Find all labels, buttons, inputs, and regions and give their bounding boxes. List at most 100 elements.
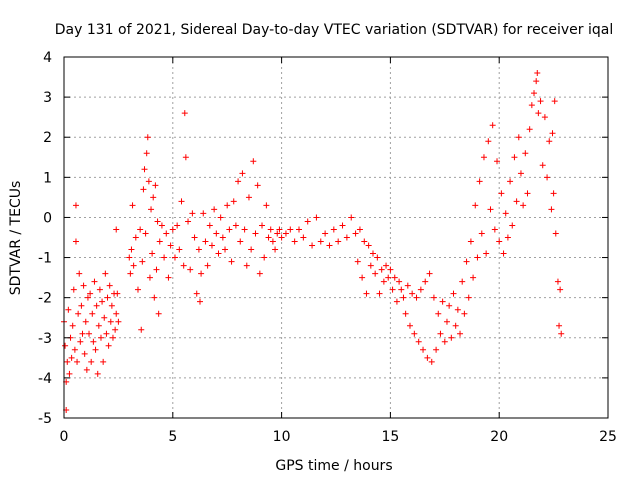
data-points <box>61 70 565 413</box>
data-point <box>248 246 255 253</box>
data-point <box>504 234 511 241</box>
data-point <box>291 238 298 245</box>
data-point <box>517 170 524 177</box>
data-point <box>237 238 244 245</box>
data-point <box>378 266 385 273</box>
data-point <box>515 134 522 141</box>
data-point <box>535 110 542 117</box>
data-point <box>81 350 88 357</box>
data-point <box>96 286 103 293</box>
data-point <box>391 274 398 281</box>
data-point <box>491 226 498 233</box>
data-point <box>259 222 266 229</box>
data-point <box>230 198 237 205</box>
data-point <box>496 238 503 245</box>
data-point <box>463 258 470 265</box>
data-point <box>113 310 120 317</box>
data-point <box>158 222 165 229</box>
data-point <box>228 258 235 265</box>
data-point <box>278 234 285 241</box>
y-tick-label: -2 <box>38 291 52 307</box>
data-point <box>181 110 188 117</box>
data-point <box>153 266 160 273</box>
data-point <box>533 78 540 85</box>
data-point <box>77 338 84 345</box>
data-point <box>433 346 440 353</box>
data-point <box>105 342 112 349</box>
y-tick-label: -5 <box>38 411 52 427</box>
data-point <box>139 258 146 265</box>
data-point <box>472 202 479 209</box>
data-point <box>400 294 407 301</box>
data-point <box>393 298 400 305</box>
data-point <box>174 222 181 229</box>
data-point <box>474 254 481 261</box>
data-point <box>165 274 172 281</box>
data-point <box>261 254 268 261</box>
data-point <box>511 154 518 161</box>
data-point <box>507 178 514 185</box>
data-point <box>287 226 294 233</box>
data-point <box>145 178 152 185</box>
data-point <box>167 242 174 249</box>
data-point <box>241 226 248 233</box>
data-point <box>352 230 359 237</box>
data-point <box>557 286 564 293</box>
data-point <box>143 150 150 157</box>
y-tick-label: 3 <box>43 90 52 106</box>
data-point <box>62 342 69 349</box>
data-point <box>385 274 392 281</box>
y-tick-label: -4 <box>38 371 52 387</box>
data-point <box>265 234 272 241</box>
data-point <box>335 238 342 245</box>
data-point <box>72 202 79 209</box>
data-point <box>226 226 233 233</box>
data-point <box>348 214 355 221</box>
data-point <box>359 274 366 281</box>
data-point <box>83 366 90 373</box>
data-point <box>396 278 403 285</box>
data-point <box>372 270 379 277</box>
data-point <box>457 330 464 337</box>
data-point <box>86 330 93 337</box>
data-point <box>89 310 96 317</box>
data-point <box>470 274 477 281</box>
data-point <box>558 330 565 337</box>
data-point <box>548 206 555 213</box>
data-point <box>309 242 316 249</box>
data-point <box>82 318 89 325</box>
data-point <box>149 250 156 257</box>
data-point <box>420 346 427 353</box>
data-point <box>76 270 83 277</box>
data-point <box>103 330 110 337</box>
y-axis-label: SDTVAR / TECUs <box>8 181 24 296</box>
data-point <box>411 330 418 337</box>
data-point <box>365 242 372 249</box>
data-point <box>487 206 494 213</box>
data-point <box>113 226 120 233</box>
data-point <box>68 354 75 361</box>
data-point <box>498 190 505 197</box>
data-point <box>146 274 153 281</box>
data-point <box>144 134 151 141</box>
data-point <box>383 262 390 269</box>
data-point <box>531 90 538 97</box>
data-point <box>343 234 350 241</box>
data-point <box>489 122 496 129</box>
chart-title: Day 131 of 2021, Sidereal Day-to-day VTE… <box>55 22 613 38</box>
data-point <box>546 138 553 145</box>
data-point <box>138 326 145 333</box>
data-point <box>267 226 274 233</box>
data-point <box>161 254 168 261</box>
data-point <box>104 294 111 301</box>
data-point <box>413 294 420 301</box>
data-point <box>404 282 411 289</box>
data-point <box>213 230 220 237</box>
data-point <box>91 278 98 285</box>
data-point <box>154 218 161 225</box>
data-point <box>90 338 97 345</box>
data-point <box>380 278 387 285</box>
data-point <box>428 358 435 365</box>
data-point <box>537 98 544 105</box>
data-point <box>101 314 108 321</box>
